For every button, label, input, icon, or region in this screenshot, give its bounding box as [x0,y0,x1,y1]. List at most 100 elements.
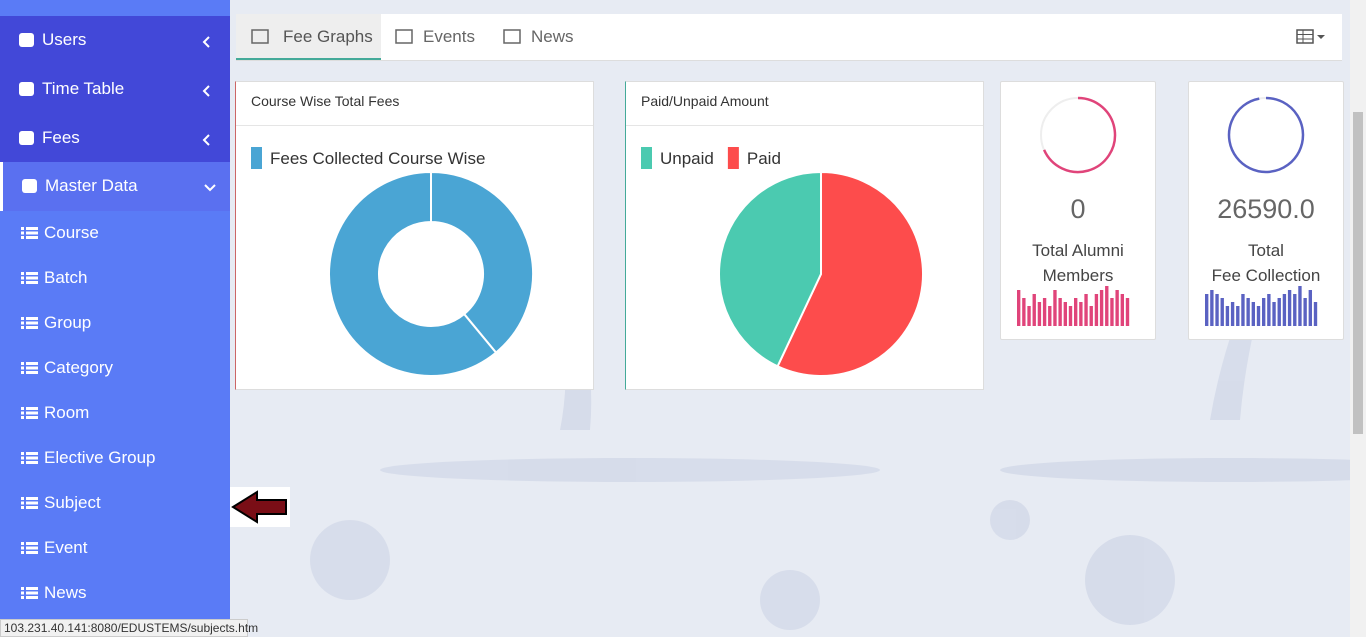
chevron [204,184,216,192]
icon-shape [21,551,24,554]
submenu-item[interactable]: News [0,571,230,616]
panel-divider [626,125,983,126]
submenu-item[interactable]: Batch [0,256,230,301]
submenu-item[interactable]: Group [0,301,230,346]
spark-bar [1094,294,1099,326]
tab[interactable]: Events [381,14,489,60]
list-icon [21,272,38,284]
icon-shape [26,227,38,230]
stat-label-line: Fee Collection [1211,266,1321,285]
icon-shape [21,407,24,410]
icon-shape [26,276,38,280]
panel: Course Wise Total Fees Fees Collected Cou… [235,81,594,390]
spark-bar [1084,294,1088,326]
menu-item[interactable]: Fees [0,114,230,163]
icon-shape [26,231,38,235]
spark-bar [1042,298,1047,326]
icon-shape [26,546,38,550]
icon-shape [21,596,24,599]
arrow-icon [230,487,290,527]
panel-title: Paid/Unpaid Amount [641,93,769,109]
submenu-item[interactable]: Course [0,211,230,256]
icon-shape [26,452,38,455]
donut-slice [430,170,534,355]
stat-graphic [1205,96,1318,326]
spark-bar [1110,298,1114,326]
scrollbar[interactable] [1350,0,1366,637]
icon-shape [21,542,24,545]
spark-bar [1277,298,1281,326]
ring [1227,96,1305,174]
icon-shape [19,33,34,47]
menu-item[interactable]: Users [0,16,230,65]
chevron [202,85,210,97]
chevron-shape [202,85,210,97]
icon-shape [26,506,38,509]
spark-bar [1079,302,1083,326]
icon-shape [26,362,38,365]
list-icon [21,317,38,329]
icon-shape [21,366,24,370]
icon-shape [21,272,24,275]
list-icon [21,497,38,509]
spark-bar [1068,306,1073,326]
tab[interactable]: Fee Graphs [236,14,381,60]
spark-bar [1053,290,1057,326]
spark-bar [1048,306,1052,326]
spark-bar [1230,302,1235,326]
icon-shape [19,82,34,96]
view-toggle[interactable] [1296,29,1328,45]
legend-swatch [251,147,262,169]
spark-bar [1282,294,1287,326]
icon-shape [19,131,34,145]
spark-bar [1210,290,1214,326]
icon-shape [503,29,521,44]
spark-bar [1220,298,1224,326]
submenu-item[interactable]: Subject [0,481,230,526]
spark-bar [1120,294,1125,326]
icon-shape [21,416,24,419]
ring [1042,96,1117,174]
submenu-item[interactable]: Elective Group [0,436,230,481]
spark-bar [1272,302,1276,326]
submenu-label: News [44,583,87,602]
submenu-item[interactable]: Event [0,526,230,571]
menu-item[interactable]: Master Data [0,162,230,211]
icon-shape [26,596,38,599]
icon-shape [21,326,24,329]
tab-label: Events [423,27,475,46]
submenu-label: Room [44,403,90,422]
list-icon [21,362,38,374]
spark-bar [1241,294,1245,326]
list-icon [21,227,38,239]
submenu-label: Group [44,313,92,332]
list-icon [21,542,38,554]
tab[interactable]: News [489,14,589,60]
donut-slice [328,170,498,377]
tab-icon [503,29,521,44]
menu-item[interactable]: Time Table [0,65,230,114]
icon-shape [26,591,38,595]
spark-bar [1298,286,1302,326]
icon-shape [26,411,38,415]
scroll-thumb[interactable] [1353,112,1363,434]
icon-shape [21,276,24,280]
spark-bar [1262,298,1266,326]
icon-shape [26,542,38,545]
icon-shape [26,407,38,410]
icon-shape [26,456,38,460]
chevron-shape [204,184,216,192]
legend-swatch [641,147,652,169]
icon-shape [21,362,24,365]
legend-label: Paid [747,149,781,168]
icon-shape [21,506,24,509]
icon-shape [21,501,24,505]
menu-label: Users [42,30,87,49]
submenu-item[interactable]: Room [0,391,230,436]
submenu-item[interactable]: Category [0,346,230,391]
chevron [202,134,210,146]
panel-divider [236,125,593,126]
icon-shape [26,501,38,505]
stat-graphic [1017,96,1130,326]
icon-shape [395,29,413,44]
